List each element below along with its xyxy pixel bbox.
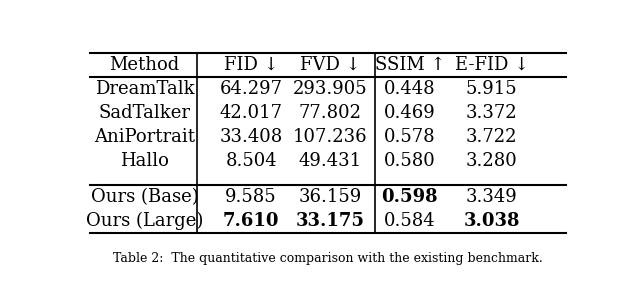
Text: Ours (Base): Ours (Base) — [91, 188, 198, 206]
Text: 3.372: 3.372 — [466, 104, 518, 122]
Text: 0.580: 0.580 — [384, 152, 436, 170]
Text: Hallo: Hallo — [120, 152, 169, 170]
Text: SadTalker: SadTalker — [99, 104, 191, 122]
Text: FID ↓: FID ↓ — [224, 56, 278, 74]
Text: Ours (Large): Ours (Large) — [86, 212, 203, 230]
Text: 0.578: 0.578 — [384, 128, 436, 146]
Text: 9.585: 9.585 — [225, 188, 277, 206]
Text: 33.408: 33.408 — [220, 128, 283, 146]
Text: 3.038: 3.038 — [463, 212, 520, 230]
Text: DreamTalk: DreamTalk — [95, 80, 195, 98]
Text: FVD ↓: FVD ↓ — [300, 56, 361, 74]
Text: AniPortrait: AniPortrait — [94, 128, 195, 146]
Text: 107.236: 107.236 — [293, 128, 368, 146]
Text: 64.297: 64.297 — [220, 80, 283, 98]
Text: 0.598: 0.598 — [381, 188, 438, 206]
Text: 3.722: 3.722 — [466, 128, 517, 146]
Text: 33.175: 33.175 — [296, 212, 365, 230]
Text: 5.915: 5.915 — [466, 80, 518, 98]
Text: 7.610: 7.610 — [223, 212, 280, 230]
Text: 49.431: 49.431 — [299, 152, 362, 170]
Text: Method: Method — [109, 56, 180, 74]
Text: 8.504: 8.504 — [225, 152, 277, 170]
Text: E-FID ↓: E-FID ↓ — [454, 56, 529, 74]
Text: 0.584: 0.584 — [384, 212, 436, 230]
Text: 3.349: 3.349 — [466, 188, 518, 206]
Text: 3.280: 3.280 — [466, 152, 518, 170]
Text: 77.802: 77.802 — [299, 104, 362, 122]
Text: Table 2:  The quantitative comparison with the existing benchmark.: Table 2: The quantitative comparison wit… — [113, 252, 543, 265]
Text: 293.905: 293.905 — [293, 80, 368, 98]
Text: 0.448: 0.448 — [384, 80, 436, 98]
Text: 42.017: 42.017 — [220, 104, 283, 122]
Text: SSIM ↑: SSIM ↑ — [374, 56, 445, 74]
Text: 36.159: 36.159 — [299, 188, 362, 206]
Text: 0.469: 0.469 — [384, 104, 436, 122]
